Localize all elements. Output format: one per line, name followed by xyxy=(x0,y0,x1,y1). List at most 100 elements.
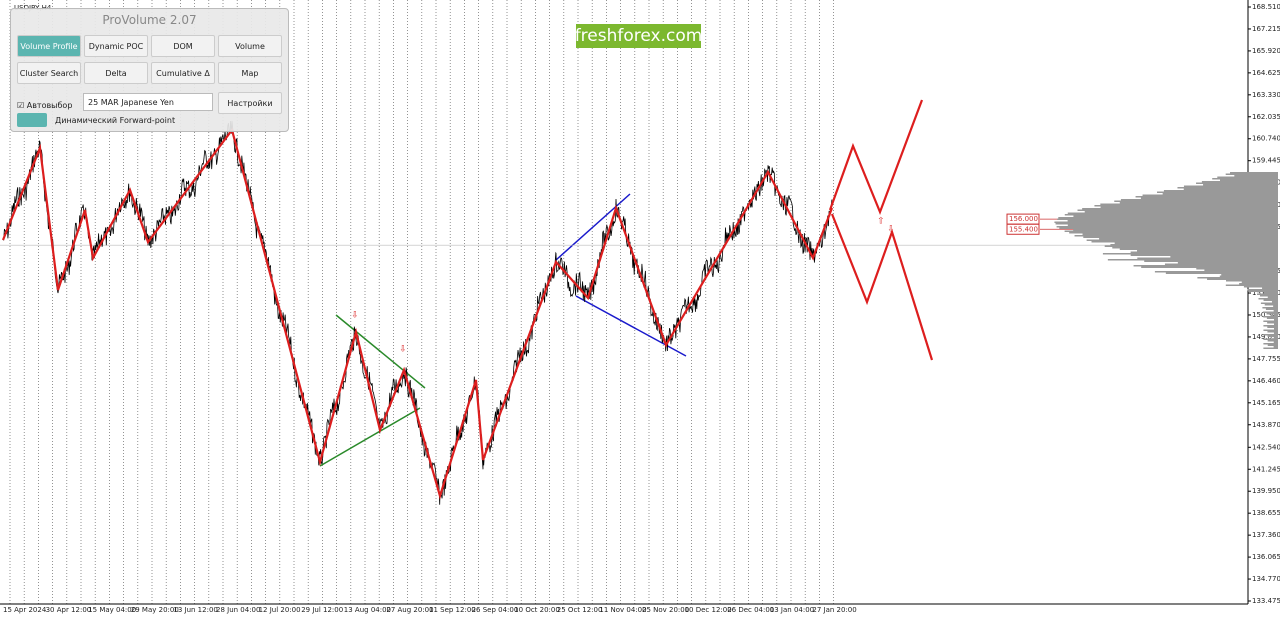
volume-bar xyxy=(1234,175,1278,177)
volume-bar xyxy=(1154,271,1278,273)
trend-line xyxy=(319,407,421,467)
tool-button[interactable]: Dynamic POC xyxy=(84,35,148,57)
x-tick-label: 13 Jan 04:00 xyxy=(770,606,814,614)
x-tick-label: 13 Jun 12:00 xyxy=(173,606,217,614)
volume-bar xyxy=(1094,205,1278,207)
volume-bar xyxy=(1274,328,1278,330)
volume-bar xyxy=(1258,298,1278,300)
volume-bar xyxy=(1266,317,1278,319)
x-tick-label: 11 Nov 04:00 xyxy=(599,606,646,614)
volume-bar xyxy=(1243,286,1278,288)
volume-bar xyxy=(1263,325,1278,327)
volume-bar xyxy=(1221,274,1278,276)
volume-bar xyxy=(1262,311,1278,313)
volume-bar xyxy=(1262,287,1278,289)
volume-bar xyxy=(1273,337,1278,339)
volume-bar xyxy=(1163,190,1278,192)
volume-bar xyxy=(1057,218,1278,220)
tool-button[interactable]: Volume xyxy=(218,35,282,57)
volume-bar xyxy=(1165,272,1278,274)
y-tick-label: 160.740 xyxy=(1252,135,1280,143)
tool-button[interactable]: Volume Profile xyxy=(17,35,81,57)
volume-bar xyxy=(1055,223,1278,225)
volume-bar xyxy=(1267,296,1278,298)
x-tick-label: 15 Apr 2024 xyxy=(3,606,47,614)
settings-button[interactable]: Настройки xyxy=(218,92,282,114)
volume-bar xyxy=(1267,335,1278,337)
y-tick-label: 141.245 xyxy=(1252,465,1280,473)
volume-bar xyxy=(1262,307,1278,309)
volume-bar xyxy=(1130,254,1278,256)
forward-label: Динамический Forward-point xyxy=(55,116,176,125)
y-tick-label: 137.360 xyxy=(1252,531,1280,539)
volume-bar xyxy=(1067,220,1278,222)
y-tick-label: 168.510 xyxy=(1252,3,1280,11)
volume-bar xyxy=(1130,251,1278,253)
volume-bar xyxy=(1225,284,1278,286)
volume-bar xyxy=(1274,319,1278,321)
y-tick-label: 145.165 xyxy=(1252,399,1280,407)
volume-bar xyxy=(1119,202,1278,204)
volume-bar xyxy=(1110,244,1278,246)
volume-bar xyxy=(1267,344,1278,346)
autoselect-label: Автовыбор xyxy=(26,101,73,110)
volume-bar xyxy=(1144,260,1278,262)
volume-bar xyxy=(1183,188,1278,190)
volume-bar xyxy=(1225,280,1278,282)
volume-bar xyxy=(1267,322,1278,324)
volume-bar xyxy=(1100,203,1278,205)
volume-bar xyxy=(1257,293,1278,295)
volume-bar xyxy=(1074,235,1278,237)
volume-bar xyxy=(1207,278,1278,280)
tool-button[interactable]: Cumulative Δ xyxy=(151,62,215,84)
autoselect[interactable]: ☑ Автовыбор xyxy=(17,101,73,110)
trend-line xyxy=(335,314,426,389)
volume-bar xyxy=(1120,199,1278,201)
y-tick-label: 147.755 xyxy=(1252,355,1280,363)
forecast-up xyxy=(828,99,924,216)
instrument-select[interactable]: 25 MAR Japanese Yen xyxy=(83,93,213,111)
x-tick-label: 30 Apr 12:00 xyxy=(46,606,92,614)
level-label: 155.400 xyxy=(1009,225,1038,233)
volume-bar xyxy=(1267,340,1278,342)
x-tick-label: 29 Jul 12:00 xyxy=(301,606,343,614)
volume-bar xyxy=(1204,269,1278,271)
settings-label: Настройки xyxy=(227,98,273,108)
x-tick-label: 25 Oct 12:00 xyxy=(557,606,603,614)
volume-bar xyxy=(1064,214,1278,216)
volume-bar xyxy=(1091,241,1278,243)
y-tick-label: 150.345 xyxy=(1252,311,1280,319)
volume-bar xyxy=(1212,178,1278,180)
volume-bar xyxy=(1219,179,1278,181)
instrument: 25 MAR Japanese Yen xyxy=(88,97,174,107)
volume-bar xyxy=(1069,232,1278,234)
forward-toggle[interactable] xyxy=(17,113,47,127)
tool-button[interactable]: Delta xyxy=(84,62,148,84)
y-tick-label: 134.770 xyxy=(1252,575,1280,583)
volume-bar xyxy=(1135,196,1278,198)
volume-bar xyxy=(1162,193,1278,195)
trend-line xyxy=(555,193,631,261)
signal-arrow: ⇧ xyxy=(877,217,885,227)
volume-bar xyxy=(1225,173,1278,175)
tool-button[interactable]: Cluster Search xyxy=(17,62,81,84)
volume-bar xyxy=(1241,281,1278,283)
y-tick-label: 165.920 xyxy=(1252,47,1280,55)
volume-bar xyxy=(1137,257,1278,259)
volume-bar xyxy=(1201,181,1278,183)
x-tick-label: 26 Sep 04:00 xyxy=(472,606,519,614)
volume-bar xyxy=(1266,313,1278,315)
y-tick-label: 167.215 xyxy=(1252,25,1280,33)
volume-bar xyxy=(1263,338,1278,340)
y-tick-label: 159.445 xyxy=(1252,157,1280,165)
tool-button[interactable]: DOM xyxy=(151,35,215,57)
tool-button[interactable]: Map xyxy=(218,62,282,84)
y-tick-label: 133.475 xyxy=(1252,597,1280,605)
y-tick-label: 164.625 xyxy=(1252,69,1280,77)
volume-bar xyxy=(1119,248,1278,250)
volume-bar xyxy=(1183,185,1278,187)
volume-bar xyxy=(1196,182,1278,184)
y-tick-label: 143.870 xyxy=(1252,421,1280,429)
volume-bar xyxy=(1177,187,1278,189)
